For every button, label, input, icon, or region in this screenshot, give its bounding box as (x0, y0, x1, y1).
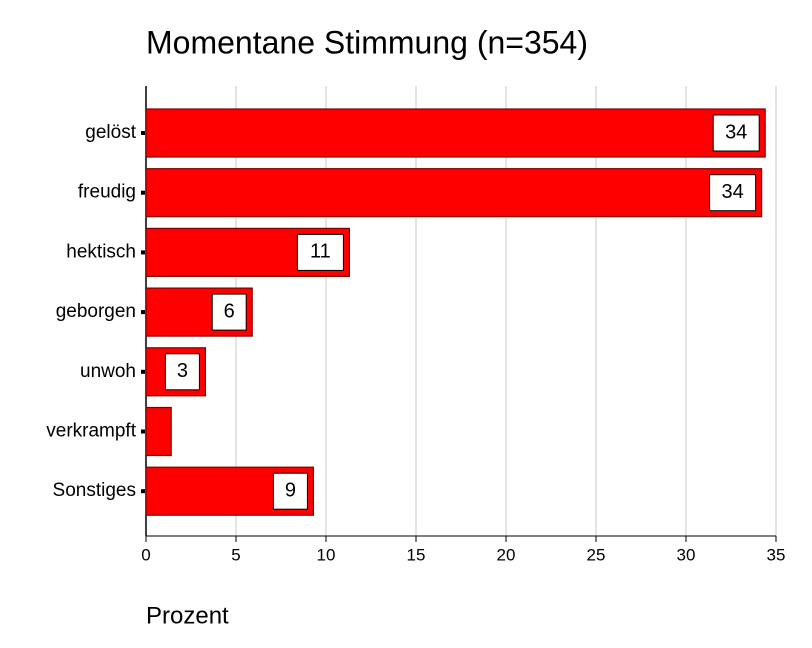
bar (145, 168, 763, 218)
x-tick-label: 0 (141, 545, 150, 564)
x-tick-label: 35 (767, 545, 786, 564)
value-label-box (712, 114, 760, 152)
y-tick-mark (141, 190, 145, 195)
x-tick-label: 15 (407, 545, 426, 564)
x-axis-label: Prozent (146, 602, 229, 629)
y-tick-label: verkrampft (46, 421, 136, 442)
x-tick-label: 20 (497, 545, 516, 564)
y-tick-label: hektisch (66, 241, 136, 262)
chart-title: Momentane Stimmung (n=354) (146, 24, 588, 60)
value-label-box (296, 233, 344, 271)
y-tick-mark (141, 369, 145, 374)
y-tick-label: freudig (78, 182, 136, 203)
value-label: 34 (725, 121, 747, 143)
y-tick-label: gelöst (85, 122, 136, 143)
x-tick-label: 10 (317, 545, 336, 564)
value-label-box (164, 353, 200, 391)
value-label: 3 (177, 360, 188, 382)
value-label-box (709, 174, 757, 212)
x-tick-label: 30 (677, 545, 696, 564)
value-label-box (272, 472, 308, 510)
y-tick-mark (141, 250, 145, 255)
x-tick-label: 25 (587, 545, 606, 564)
value-label: 34 (721, 181, 743, 203)
bar (145, 108, 766, 158)
value-label: 11 (310, 241, 331, 263)
y-tick-mark (141, 429, 145, 434)
y-tick-mark (141, 131, 145, 135)
value-label: 6 (224, 300, 235, 322)
bar (145, 406, 172, 457)
value-label: 9 (285, 479, 296, 501)
y-tick-label: unwoh (80, 361, 136, 382)
y-tick-mark (141, 310, 145, 315)
y-tick-label: geborgen (56, 301, 136, 322)
y-tick-label: Sonstiges (53, 480, 136, 501)
x-tick-label: 5 (231, 545, 240, 564)
y-tick-mark (141, 489, 145, 494)
value-label-box (211, 293, 247, 331)
